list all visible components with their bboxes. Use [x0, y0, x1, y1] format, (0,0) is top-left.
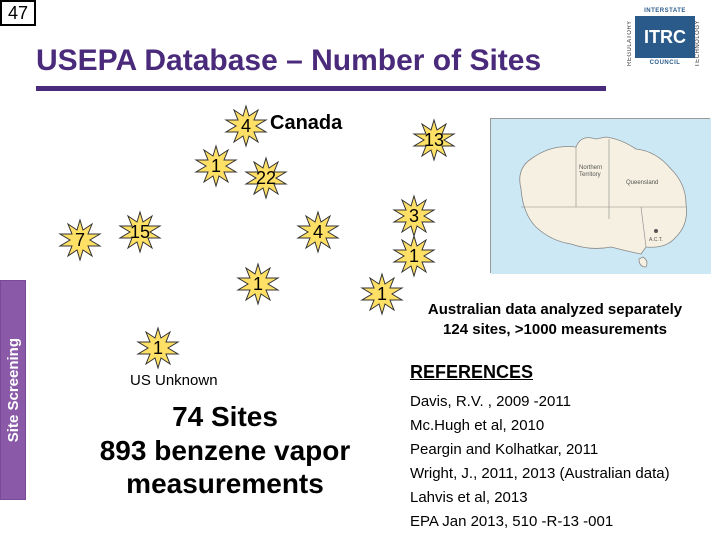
- logo-right-word: TECHNOLOGY: [695, 8, 701, 78]
- references-heading: REFERENCES: [410, 362, 533, 383]
- burst-value: 3: [409, 206, 419, 227]
- australia-map: Northern Territory Queensland A.C.T.: [490, 118, 710, 273]
- burst-value: 1: [377, 284, 387, 305]
- burst-value: 13: [424, 130, 444, 151]
- logo-interstate: INTERSTATE: [644, 8, 686, 14]
- logo-left-word: REGULATORY: [627, 8, 633, 78]
- reference-item: Mc.Hugh et al, 2010: [410, 414, 670, 438]
- svg-text:Queensland: Queensland: [626, 180, 658, 186]
- svg-text:Northern: Northern: [579, 165, 602, 171]
- reference-item: EPA Jan 2013, 510 -R-13 -001: [410, 510, 670, 534]
- burst-value: 22: [256, 168, 276, 189]
- summary-text: 74 Sites 893 benzene vapor measurements: [60, 400, 390, 501]
- site-count-burst: 1: [236, 262, 280, 306]
- reference-item: Lahvis et al, 2013: [410, 486, 670, 510]
- reference-item: Wright, J., 2011, 2013 (Australian data): [410, 462, 670, 486]
- burst-value: 1: [409, 246, 419, 267]
- svg-text:Territory: Territory: [579, 172, 601, 178]
- references-list: Davis, R.V. , 2009 -2011Mc.Hugh et al, 2…: [410, 390, 670, 534]
- site-count-burst: 1: [136, 326, 180, 370]
- itrc-logo: REGULATORY INTERSTATE ITRC COUNCIL TECHN…: [627, 8, 712, 78]
- svg-text:A.C.T.: A.C.T.: [649, 237, 663, 243]
- page-number: 47: [0, 0, 36, 26]
- us-unknown-label: US Unknown: [130, 372, 218, 389]
- reference-item: Davis, R.V. , 2009 -2011: [410, 390, 670, 414]
- burst-value: 7: [75, 230, 85, 251]
- site-count-burst: 3: [392, 194, 436, 238]
- site-count-burst: 13: [412, 118, 456, 162]
- burst-value: 15: [130, 222, 150, 243]
- burst-value: 4: [313, 222, 323, 243]
- logo-council: COUNCIL: [650, 60, 681, 66]
- page-title: USEPA Database – Number of Sites: [36, 44, 541, 78]
- sidebar-label: Site Screening: [5, 338, 22, 442]
- site-count-burst: 22: [244, 156, 288, 200]
- site-count-burst: 4: [224, 104, 268, 148]
- burst-value: 4: [241, 116, 251, 137]
- sidebar: Site Screening: [0, 280, 26, 500]
- site-count-burst: 1: [360, 272, 404, 316]
- burst-value: 1: [211, 156, 221, 177]
- reference-item: Peargin and Kolhatkar, 2011: [410, 438, 670, 462]
- australia-note: Australian data analyzed separately 124 …: [400, 300, 710, 339]
- site-count-burst: 15: [118, 210, 162, 254]
- site-count-burst: 4: [296, 210, 340, 254]
- canada-label: Canada: [270, 112, 342, 135]
- burst-value: 1: [253, 274, 263, 295]
- title-rule: [36, 86, 606, 91]
- site-count-burst: 1: [194, 144, 238, 188]
- site-count-burst: 7: [58, 218, 102, 262]
- logo-itrc-box: ITRC: [635, 16, 695, 58]
- burst-value: 1: [153, 338, 163, 359]
